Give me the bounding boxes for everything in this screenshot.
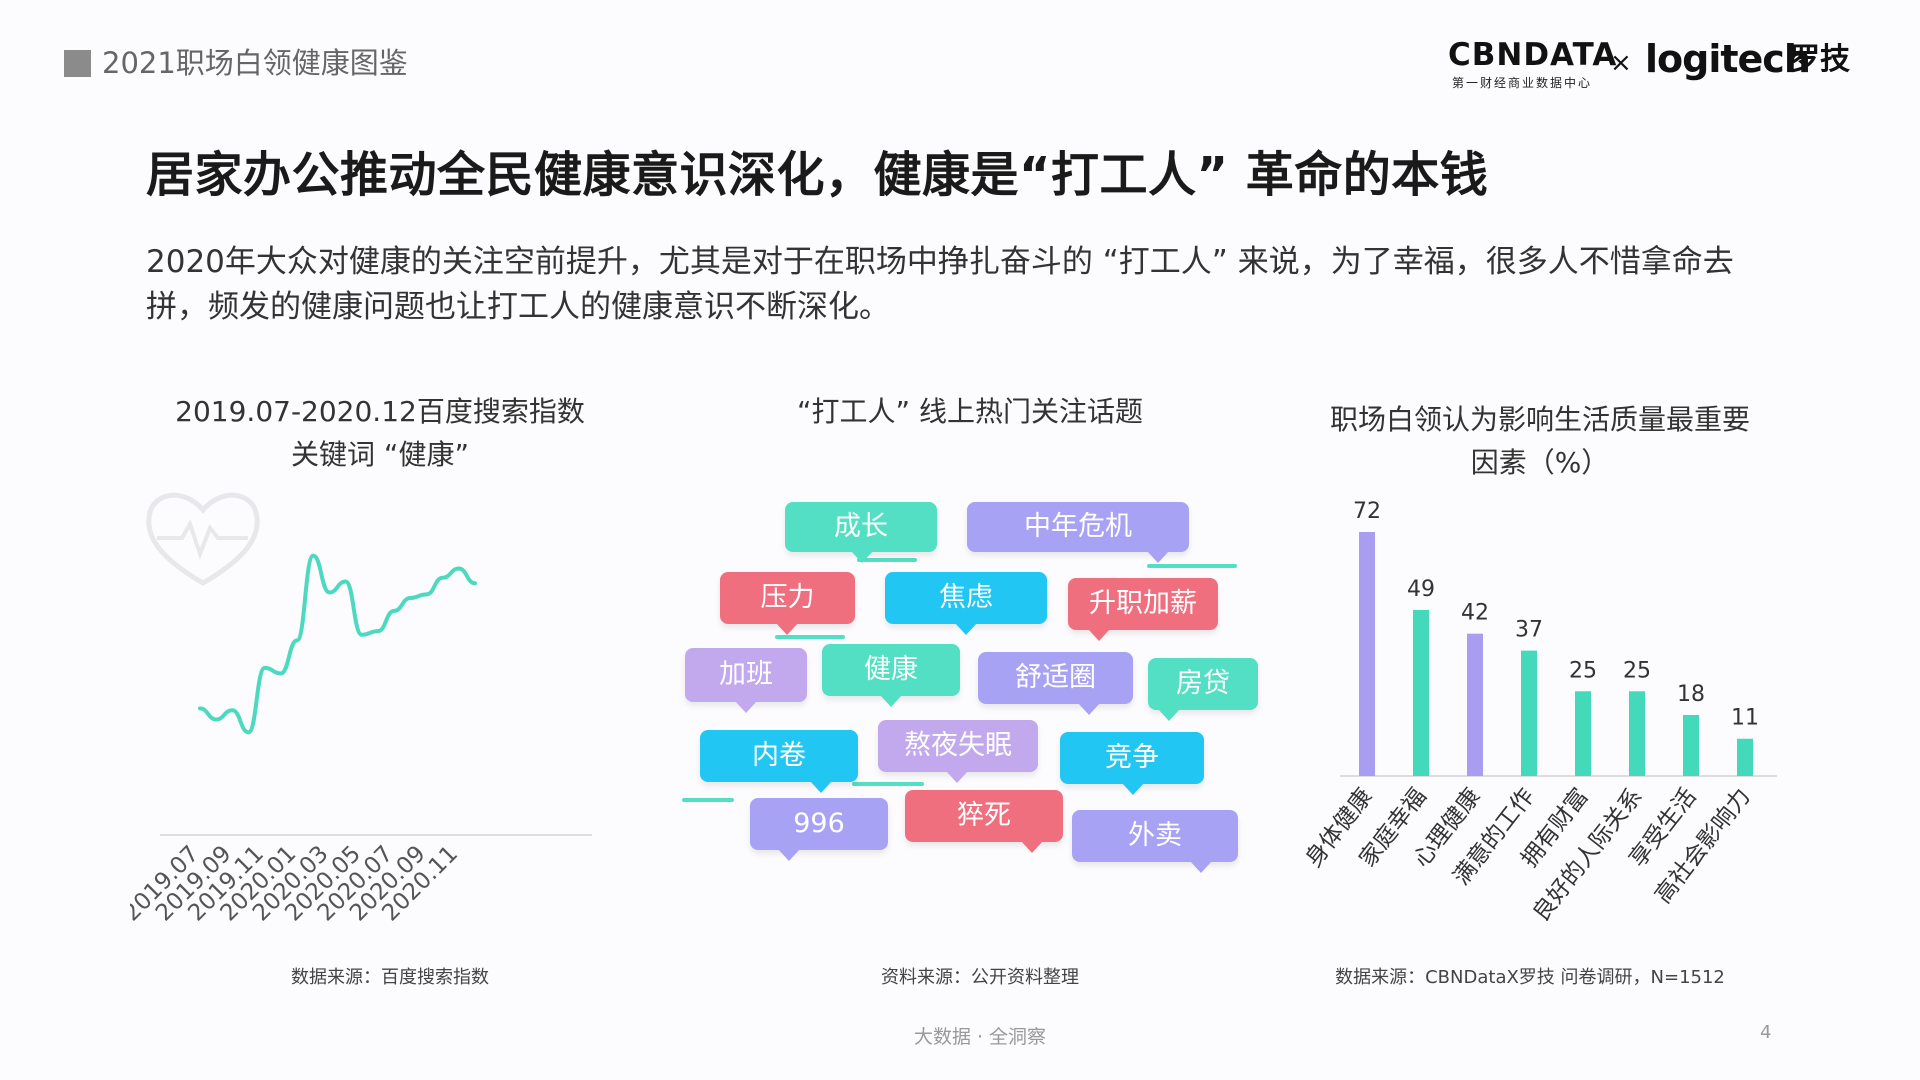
topic-label: 房贷 — [1176, 668, 1230, 699]
page-headline: 居家办公推动全民健康意识深化，健康是“打工人” 革命的本钱 — [146, 147, 1489, 203]
topic-tag: 焦虑 — [885, 572, 1047, 635]
bar-拥有财富 — [1575, 691, 1591, 776]
word-cloud-title: “打工人” 线上热门关注话题 — [797, 395, 1143, 428]
topic-label: 内卷 — [752, 740, 806, 771]
bar-满意的工作 — [1521, 650, 1537, 776]
bar-chart-source: 数据来源：CBNDataX罗技 问卷调研，N=1512 — [1335, 967, 1725, 988]
bar-value-label: 25 — [1569, 658, 1597, 683]
logitech-cn-logo: 罗技 — [1790, 42, 1850, 77]
topic-label: 舒适圈 — [1015, 662, 1096, 693]
line-chart: 2019.072019.092019.112020.012020.032020.… — [130, 492, 592, 927]
topic-tag: 中年危机 — [967, 502, 1189, 563]
topic-label: 猝死 — [957, 800, 1011, 831]
topic-tag: 熬夜失眠 — [878, 720, 1038, 783]
decor-dash — [857, 558, 917, 562]
word-cloud-source: 资料来源：公开资料整理 — [881, 967, 1079, 988]
report-title: 2021职场白领健康图鉴 — [102, 46, 408, 80]
topic-tag: 外卖 — [1072, 810, 1238, 873]
logitech-logo: logitech — [1645, 37, 1811, 81]
line-chart-title: 2019.07-2020.12百度搜索指数关键词 “健康” — [175, 395, 585, 471]
topic-label: 竞争 — [1105, 742, 1159, 773]
topic-label: 996 — [793, 808, 845, 839]
topic-label: 压力 — [760, 582, 815, 613]
topic-label: 成长 — [834, 511, 888, 542]
bar-身体健康 — [1359, 532, 1375, 776]
bar-享受生活 — [1683, 715, 1699, 776]
topic-tag: 内卷 — [700, 730, 858, 793]
topic-label: 熬夜失眠 — [904, 730, 1012, 761]
decor-dash — [1147, 564, 1237, 568]
heart-pulse-icon — [146, 492, 260, 586]
topic-tag: 健康 — [822, 644, 960, 707]
footer-slogan: 大数据 · 全洞察 — [913, 1026, 1047, 1048]
topic-tag: 竞争 — [1060, 732, 1204, 795]
topic-label: 中年危机 — [1024, 511, 1132, 542]
bar-value-label: 49 — [1407, 577, 1435, 602]
topic-label: 焦虑 — [939, 582, 993, 613]
bar-chart: 72身体健康49家庭幸福42心理健康37满意的工作25拥有财富25良好的人际关系… — [1301, 499, 1777, 927]
collab-x-mark: × — [1610, 48, 1632, 78]
decor-dash — [682, 798, 734, 802]
topic-tag: 升职加薪 — [1068, 578, 1218, 641]
bar-value-label: 18 — [1677, 682, 1705, 707]
header-square-icon — [64, 50, 91, 77]
bar-chart-title: 职场白领认为影响生活质量最重要因素（%） — [1329, 403, 1750, 479]
word-cloud: 成长 中年危机 压力 焦虑 升职加薪 加班 健康 舒适圈 房贷 内卷 熬夜失眠 … — [670, 480, 1270, 880]
bar-value-label: 72 — [1353, 499, 1381, 524]
topic-label: 升职加薪 — [1089, 588, 1197, 619]
topic-label: 外卖 — [1128, 820, 1182, 851]
cbndata-logo: CBNDATA — [1448, 37, 1618, 73]
line-chart-source: 数据来源：百度搜索指数 — [291, 967, 489, 988]
cbndata-logo-subtitle: 第一财经商业数据中心 — [1452, 76, 1593, 90]
intro-paragraph: 2020年大众对健康的关注空前提升，尤其是对于在职场中挣扎奋斗的 “打工人” 来… — [146, 244, 1734, 325]
bar-心理健康 — [1467, 633, 1483, 776]
topic-tag: 舒适圈 — [978, 652, 1133, 715]
page-number: 4 — [1760, 1022, 1772, 1043]
bar-value-label: 42 — [1461, 601, 1489, 626]
decor-dash — [852, 782, 924, 786]
topic-tag: 成长 — [785, 502, 937, 563]
topic-label: 健康 — [864, 654, 918, 685]
topic-tag: 房贷 — [1148, 658, 1258, 721]
bar-良好的人际关系 — [1629, 691, 1645, 776]
topic-tag: 压力 — [720, 572, 855, 635]
bar-高社会影响力 — [1737, 738, 1753, 776]
topic-tag: 996 — [750, 798, 888, 861]
bar-value-label: 25 — [1623, 658, 1651, 683]
bar-value-label: 37 — [1515, 618, 1543, 643]
topic-label: 加班 — [719, 659, 773, 690]
bar-value-label: 11 — [1731, 706, 1759, 731]
topic-tag: 猝死 — [905, 790, 1063, 853]
series-line-健康 — [198, 553, 477, 735]
bar-家庭幸福 — [1413, 609, 1429, 776]
topic-tag: 加班 — [685, 648, 807, 713]
decor-dash — [775, 635, 845, 639]
